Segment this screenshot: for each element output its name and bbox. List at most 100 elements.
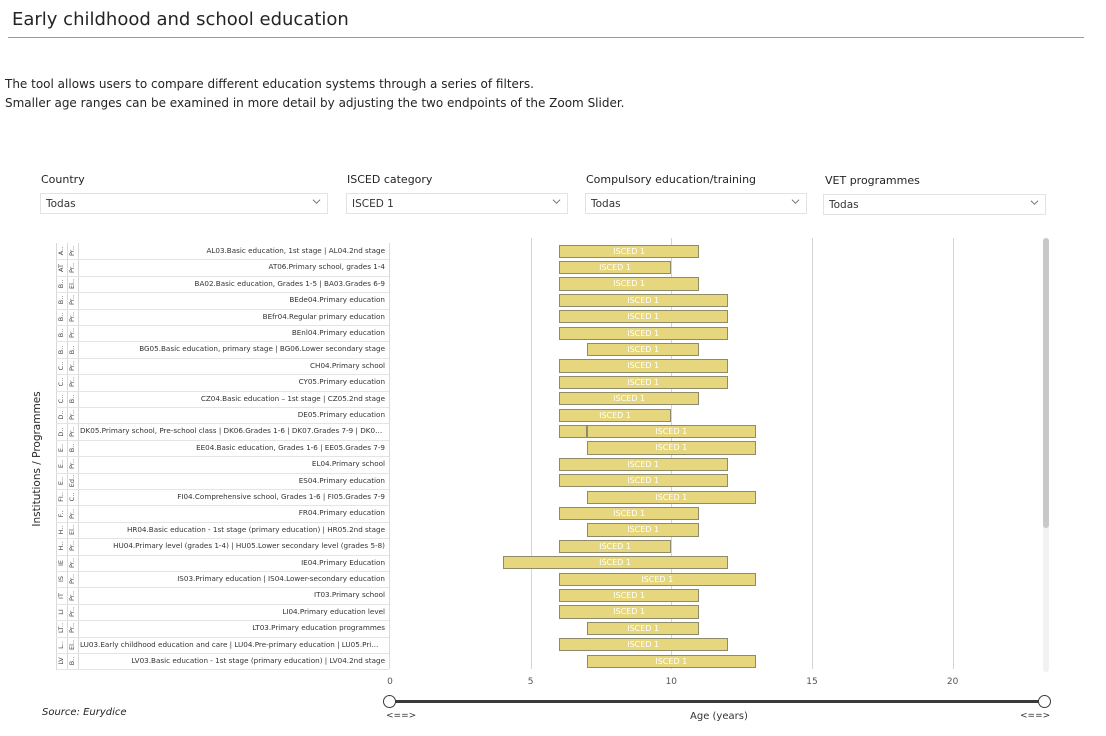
- range-bar[interactable]: ISCED 1: [586, 441, 756, 455]
- row-programme-label: IT03.Primary school: [313, 590, 385, 600]
- row-divider: [56, 275, 389, 277]
- vet-dropdown[interactable]: Todas: [823, 194, 1046, 215]
- range-bar[interactable]: ISCED 1: [558, 359, 728, 373]
- range-bar[interactable]: ISCED 1: [586, 342, 700, 357]
- chevron-down-icon: [312, 199, 321, 204]
- zoom-slider-track[interactable]: [390, 700, 1044, 703]
- range-bar[interactable]: ISCED 1: [558, 375, 728, 390]
- range-bar[interactable]: ISCED 1: [558, 474, 728, 488]
- range-bar[interactable]: ISCED 1: [558, 326, 728, 340]
- row-type-label: El..: [68, 278, 77, 290]
- range-bar[interactable]: ISCED 1: [558, 638, 728, 652]
- row-type-label: B..: [68, 394, 77, 404]
- range-bar[interactable]: ISCED 1: [558, 457, 728, 472]
- row-programme-label: LI04.Primary education level: [282, 606, 385, 616]
- row-programme-label: BEnl04.Primary education: [291, 328, 385, 337]
- row-programme-label: FR04.Primary education: [298, 508, 385, 518]
- range-bar[interactable]: ISCED 1: [558, 605, 700, 619]
- row-programme-label: EL04.Primary school: [311, 459, 385, 469]
- row-divider: [56, 489, 389, 490]
- row-country-label: FI..: [57, 492, 66, 503]
- row-programme-label: IS03.Primary education | IS04.Lower-seco…: [177, 574, 385, 583]
- row-programme-label: ES04.Primary education: [298, 475, 385, 485]
- range-bar[interactable]: ISCED 1: [586, 490, 756, 504]
- row-type-label: B..: [68, 656, 77, 666]
- range-bar[interactable]: ISCED 1: [558, 588, 700, 603]
- compulsory-dropdown[interactable]: Todas: [585, 193, 807, 214]
- isced-filter-label: ISCED category: [347, 173, 433, 186]
- country-dropdown[interactable]: Todas: [40, 193, 328, 214]
- row-programme-label: AT06.Primary school, grades 1-4: [268, 262, 385, 272]
- row-divider: [56, 521, 389, 523]
- row-country-label: H..: [57, 541, 66, 551]
- range-bar[interactable]: ISCED 1: [558, 408, 672, 422]
- row-divider: [56, 669, 389, 671]
- row-type-label: El..: [68, 639, 77, 650]
- range-bar[interactable]: ISCED 1: [558, 572, 756, 586]
- chevron-down-icon: [791, 199, 800, 204]
- x-tick-label: 0: [387, 677, 393, 687]
- range-bar[interactable]: ISCED 1: [502, 556, 728, 570]
- row-divider: [56, 325, 389, 326]
- row-type-label: Pr..: [68, 246, 77, 257]
- range-bar[interactable]: ISCED 1: [558, 506, 700, 521]
- row-type-label: Pr..: [68, 377, 77, 388]
- range-bar[interactable]: ISCED 1: [586, 621, 700, 636]
- row-type-label: Pr..: [68, 360, 77, 372]
- row-type-label: Pr..: [68, 557, 77, 568]
- row-divider: [56, 308, 389, 310]
- row-programme-label: DE05.Primary education: [297, 410, 385, 419]
- row-programme-label: BEde04.Primary education: [289, 295, 385, 305]
- chart-scrollbar-track[interactable]: [1043, 238, 1049, 672]
- compulsory-filter-label: Compulsory education/training: [586, 173, 757, 186]
- range-bar[interactable]: ISCED 1: [586, 424, 756, 439]
- row-programme-label: DK05.Primary school, Pre-school class | …: [80, 426, 385, 436]
- row-type-label: Pr..: [68, 459, 77, 470]
- row-programme-label: LU03.Early childhood education and care …: [80, 639, 385, 649]
- zoom-slider-right-label: <==>: [1020, 711, 1051, 721]
- range-bar[interactable]: ISCED 1: [586, 654, 756, 668]
- range-bar[interactable]: ISCED 1: [558, 244, 700, 258]
- range-bar[interactable]: [558, 424, 587, 439]
- chevron-down-icon: [1030, 200, 1039, 205]
- title-divider: [8, 37, 1084, 38]
- row-country-label: IE: [57, 559, 66, 566]
- row-programme-label: EE04.Basic education, Grades 1-6 | EE05.…: [196, 442, 385, 452]
- zoom-slider-right-handle[interactable]: [1038, 695, 1051, 708]
- row-programme-label: HU04.Primary level (grades 1-4) | HU05.L…: [113, 541, 385, 551]
- row-programme-label: LV03.Basic education - 1st stage (primar…: [131, 656, 385, 665]
- range-bar[interactable]: ISCED 1: [558, 293, 728, 308]
- row-divider: [56, 439, 389, 441]
- zoom-slider-left-handle[interactable]: [383, 695, 396, 708]
- range-bar[interactable]: ISCED 1: [586, 523, 700, 537]
- row-type-label: Pr..: [68, 541, 77, 552]
- row-country-label: LT..: [57, 623, 66, 634]
- row-country-label: LI: [57, 609, 66, 615]
- chart-scrollbar-thumb[interactable]: [1043, 238, 1049, 528]
- chevron-down-icon: [552, 199, 561, 204]
- row-divider: [56, 374, 389, 376]
- row-programme-label: BG05.Basic education, primary stage | BG…: [139, 344, 385, 354]
- row-type-label: Pr..: [68, 508, 77, 519]
- row-country-label: E..: [57, 443, 66, 453]
- isced-dropdown-value: ISCED 1: [352, 198, 394, 210]
- row-type-label: Pr..: [68, 574, 77, 585]
- row-divider: [56, 456, 389, 458]
- row-divider: [56, 603, 389, 605]
- row-divider: [56, 636, 389, 638]
- range-bar[interactable]: ISCED 1: [558, 392, 700, 406]
- range-bar[interactable]: ISCED 1: [558, 539, 672, 554]
- isced-dropdown[interactable]: ISCED 1: [346, 193, 568, 214]
- row-programme-label: BEfr04.Regular primary education: [262, 311, 385, 321]
- range-bar[interactable]: ISCED 1: [558, 260, 672, 275]
- row-country-label: B..: [57, 328, 66, 338]
- row-country-label: C..: [57, 378, 66, 387]
- row-programme-label: FI04.Comprehensive school, Grades 1-6 | …: [177, 492, 385, 501]
- range-bar[interactable]: ISCED 1: [558, 277, 700, 291]
- row-divider: [56, 423, 389, 425]
- range-bar[interactable]: ISCED 1: [558, 310, 728, 324]
- row-type-label: C..: [68, 492, 77, 502]
- row-type-label: Ed..: [68, 474, 77, 487]
- x-tick-label: 15: [806, 677, 818, 687]
